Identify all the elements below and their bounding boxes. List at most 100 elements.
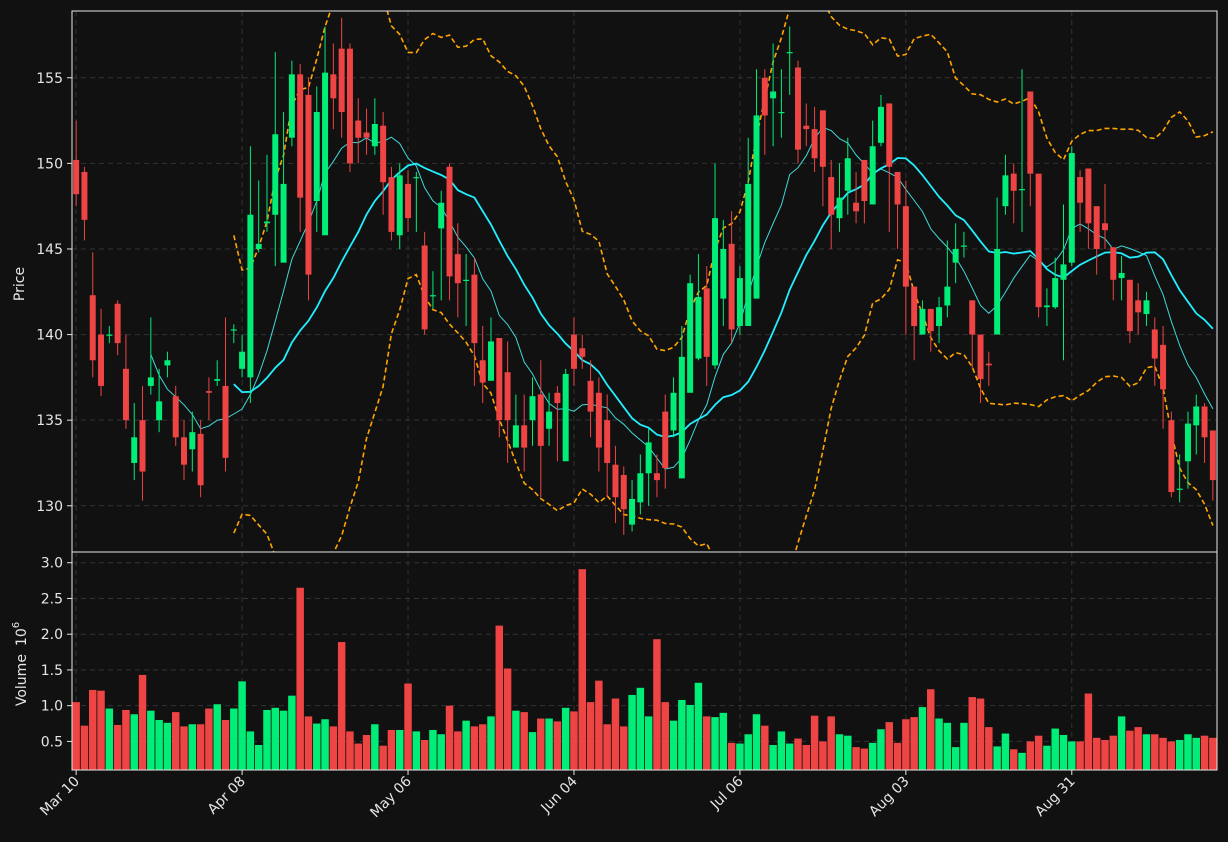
volume-bar xyxy=(620,726,628,770)
volume-bar xyxy=(702,716,711,770)
volume-tick-label: 3.0 xyxy=(41,556,63,572)
candle-body xyxy=(114,303,121,344)
volume-bar xyxy=(968,697,976,770)
volume-bar xyxy=(520,712,528,770)
volume-bar xyxy=(993,746,1001,770)
volume-bar xyxy=(371,724,379,770)
volume-bar xyxy=(810,715,819,770)
candle-body xyxy=(894,171,901,205)
volume-bar xyxy=(230,708,238,770)
volume-bar xyxy=(80,725,89,770)
candle-body xyxy=(836,197,843,219)
candle-body xyxy=(438,202,445,229)
candle-body xyxy=(736,278,743,327)
volume-bar xyxy=(877,729,885,770)
volume-bar xyxy=(1076,741,1084,770)
candle-body xyxy=(670,392,677,431)
candle-body xyxy=(579,348,586,357)
candle-body xyxy=(1052,278,1059,308)
volume-bar xyxy=(769,744,777,770)
volume-axis-title: Volume106 xyxy=(11,622,30,706)
x-tick-label: Jun 04 xyxy=(538,773,581,816)
candle-body xyxy=(637,473,644,503)
candle-body xyxy=(994,248,1001,335)
candle-body xyxy=(1143,300,1150,315)
candle-body xyxy=(629,498,636,525)
price-panel-frame xyxy=(71,10,1218,553)
candle-body xyxy=(89,295,96,361)
candle-body xyxy=(911,286,918,327)
candle-body xyxy=(902,206,909,287)
candle-body xyxy=(446,166,453,277)
candle-body xyxy=(936,307,943,327)
volume-bar xyxy=(595,680,603,770)
volume-bar xyxy=(686,704,694,770)
volume-bar xyxy=(429,729,437,770)
x-tick-label: May 06 xyxy=(367,773,415,821)
volume-bar xyxy=(279,710,288,770)
volume-bar xyxy=(985,727,993,770)
candle-body xyxy=(272,134,279,215)
volume-bar xyxy=(553,721,562,770)
candle-body xyxy=(969,300,976,335)
volume-bar xyxy=(89,689,97,770)
volume-bar xyxy=(420,739,429,770)
volume-bar xyxy=(379,745,387,770)
volume-bar xyxy=(844,735,852,770)
candle-body xyxy=(919,308,926,335)
candle-body xyxy=(463,279,470,281)
volume-bar xyxy=(661,702,669,770)
candle-body xyxy=(131,437,138,463)
volume-bar xyxy=(586,702,595,770)
volume-bar xyxy=(1184,734,1192,770)
candle-body xyxy=(189,432,196,450)
volume-bar xyxy=(1018,752,1026,770)
candle-body xyxy=(1201,406,1208,438)
x-tick-label: Jul 06 xyxy=(707,773,747,813)
volume-bar xyxy=(727,742,736,770)
volume-tick-label: 2.5 xyxy=(41,591,63,607)
candle-body xyxy=(753,115,760,299)
volume-bar xyxy=(1059,734,1068,770)
candle-body xyxy=(1085,168,1092,224)
volume-panel: 0.5 1.0 1.5 2.0 2.5 3.0 xyxy=(41,551,1218,771)
volume-bar xyxy=(719,712,728,770)
candle-body xyxy=(1193,406,1200,426)
candle-body xyxy=(1068,153,1075,263)
candle-body xyxy=(944,286,951,306)
volume-bar xyxy=(669,720,678,770)
volume-bar xyxy=(130,714,138,770)
volume-bar xyxy=(512,710,520,770)
candle-body xyxy=(678,356,685,479)
candle-body xyxy=(247,214,254,378)
candle-body xyxy=(712,218,719,366)
volume-bar xyxy=(802,744,811,770)
candle-body xyxy=(106,334,113,336)
volume-bar xyxy=(329,726,338,770)
candle-body xyxy=(496,337,503,421)
candle-body xyxy=(98,334,105,386)
candle-body xyxy=(570,334,577,369)
candle-body xyxy=(413,177,420,179)
volume-bar xyxy=(412,731,421,770)
price-tick-label: 155 xyxy=(36,71,63,87)
candle-body xyxy=(1184,423,1191,462)
candle-body xyxy=(139,420,146,472)
volume-bar xyxy=(221,719,230,770)
volume-bar xyxy=(321,719,329,770)
volume-tick-label: 1.0 xyxy=(41,699,63,715)
candle-body xyxy=(828,177,835,215)
volume-bar xyxy=(205,708,213,770)
candle-body xyxy=(620,474,627,510)
volume-bar xyxy=(960,722,968,770)
candle-body xyxy=(471,274,478,344)
volume-bar xyxy=(1200,735,1209,770)
x-tick-label: Aug 03 xyxy=(866,774,912,820)
candle-body xyxy=(886,103,893,167)
volume-tick-label: 0.5 xyxy=(41,734,63,750)
candle-body xyxy=(380,125,387,183)
candle-body xyxy=(1019,189,1026,191)
candle-body xyxy=(280,183,287,263)
volume-bar xyxy=(528,732,537,770)
candle-body xyxy=(1093,206,1100,249)
